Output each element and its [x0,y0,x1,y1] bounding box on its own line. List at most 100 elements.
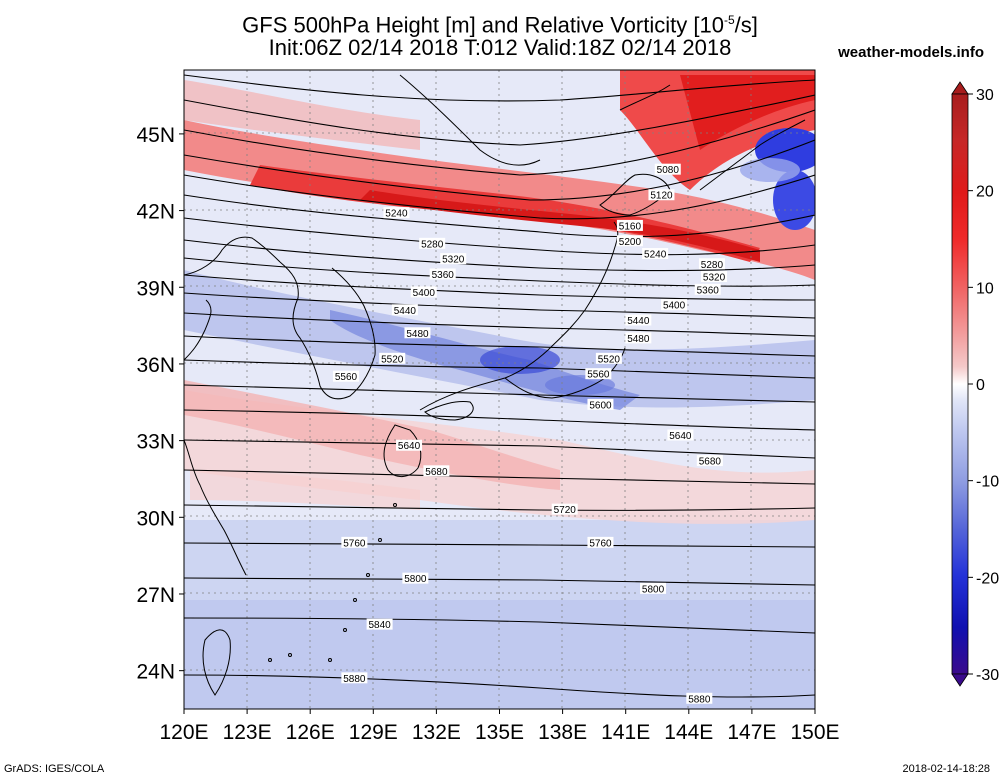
lon-tick-label: 150E [790,721,839,744]
contour-label-bg [585,368,612,380]
site-watermark: weather-models.info [838,44,984,61]
lon-tick-label: 129E [349,721,398,744]
contour-label-bg [642,248,669,260]
contour-label-bg [701,271,728,283]
lat-tick-label: 33N [136,431,175,454]
contour-label: 5400 [663,301,686,312]
lon-tick-label: 147E [727,721,776,744]
contour-label-bg [366,618,393,630]
contour-label-bg [654,163,681,175]
colorbar-tick-label: 10 [976,280,994,297]
contour-label: 5360 [697,285,720,296]
contour-label-bg [667,429,694,441]
contour-label: 5640 [669,431,692,442]
contour-label: 5680 [425,467,448,478]
lon-axis: 120E 123E 126E 129E 132E 135E 138E 141E 144E 147E… [159,709,840,744]
lon-tick-label: 135E [475,721,524,744]
contour-label-bg [661,299,688,311]
contour-label-bg [391,304,418,316]
contour-label: 5760 [343,538,366,549]
contour-label-bg [696,455,723,467]
lon-tick-label: 120E [159,721,208,744]
render-timestamp: 2018-02-14-18:28 [902,763,990,775]
contour-label-bg [404,327,431,339]
contour-label: 5440 [394,306,417,317]
lat-tick-label: 45N [136,124,175,147]
contour-label: 5280 [421,239,444,250]
colorbar-tick-label: 20 [976,184,994,201]
contour-label: 5880 [343,674,366,685]
title-main: GFS 500hPa Height [m] and Relative Vorti… [242,12,724,38]
title-units: /s] [734,12,758,38]
contour-label: 5280 [701,260,724,271]
title-exponent: -5 [723,13,735,27]
contour-label: 5160 [619,221,642,232]
colorbar-ticks: 30 20 10 0 -10 -20 -30 [968,87,999,684]
contour-label-bg [648,189,675,201]
contour-label: 5480 [627,334,650,345]
lat-tick-label: 39N [136,277,175,300]
contour-label-bg [440,253,467,265]
lat-axis: 24N 27N 30N 33N 36N 39N 42N 45N [136,124,184,684]
contour-label-bg [396,439,423,451]
contour-label-bg [625,314,652,326]
contour-label: 5320 [442,255,465,266]
contour-label-bg [423,465,450,477]
contour-label: 5720 [554,505,577,516]
contour-label-bg [341,536,368,548]
contour-label: 5200 [619,237,642,248]
contour-label: 5360 [432,270,455,281]
colorbar-tick-label: 30 [976,87,994,104]
contour-label: 5120 [650,191,673,202]
lat-tick-label: 27N [136,584,175,607]
contour-label: 5760 [589,538,612,549]
contour-label-bg [587,398,614,410]
colorbar-tick-label: -30 [976,667,999,684]
contour-label-bg [698,258,725,270]
grads-credit: GrADS: IGES/COLA [4,763,105,775]
contour-label-bg [625,332,652,344]
contour-label: 5560 [587,370,610,381]
colorbar-tick-label: 0 [976,377,985,394]
contour-label-bg [419,237,446,249]
contour-label-bg [410,286,437,298]
lon-tick-label: 123E [223,721,272,744]
contour-label: 5520 [381,354,404,365]
contour-label: 5400 [413,288,436,299]
contour-label: 5880 [688,694,711,705]
contour-label: 5320 [703,273,726,284]
contour-label-bg [383,207,410,219]
contour-label: 5480 [406,329,429,340]
contour-label-bg [694,283,721,295]
contour-label-bg [686,692,713,704]
lon-tick-label: 132E [412,721,461,744]
contour-label: 5560 [335,372,358,383]
vorticity-field [184,70,815,709]
contour-label: 5520 [598,354,621,365]
lat-tick-label: 36N [136,354,175,377]
contour-label: 5600 [589,400,612,411]
contour-label: 5240 [385,209,408,220]
contour-label: 5800 [404,574,427,585]
lat-tick-label: 30N [136,507,175,530]
contour-label-bg [595,352,622,364]
height-contours [184,74,815,698]
contour-label: 5840 [368,620,391,631]
contour-label-bg [616,235,643,247]
colorbar-bottom-arrow [951,673,969,687]
contour-label: 5080 [657,165,680,176]
lon-tick-label: 138E [538,721,587,744]
contour-label-bg [341,672,368,684]
contour-label-bg [429,268,456,280]
contour-label-bg [640,582,667,594]
contour-label-bg [402,572,429,584]
contour-label: 5240 [644,250,667,261]
lat-lon-grid [184,70,815,709]
contour-label: 5440 [627,316,650,327]
colorbar-bar [951,93,969,675]
contour-labels: 5080512051605200524052405280528053205320… [332,163,728,705]
contour-label-bg [551,503,578,515]
contour-label-bg [587,536,614,548]
chart-title: GFS 500hPa Height [m] and Relative Vorti… [0,8,1000,37]
